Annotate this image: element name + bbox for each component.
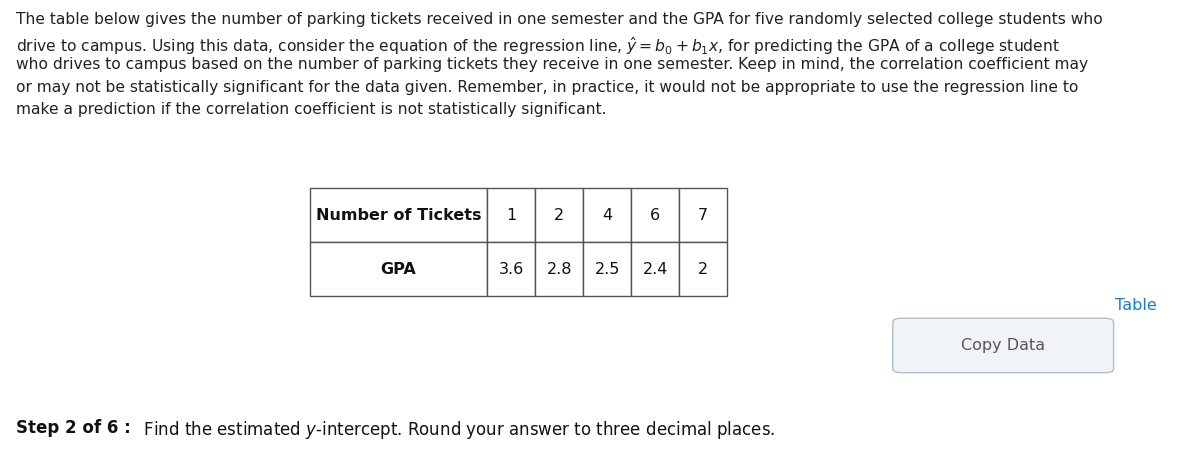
- Text: Table: Table: [1115, 298, 1157, 313]
- Text: Copy Data: Copy Data: [961, 338, 1045, 353]
- Text: 6: 6: [650, 208, 660, 222]
- Bar: [631, 188, 679, 242]
- Bar: [535, 188, 583, 242]
- Bar: [487, 188, 535, 242]
- Text: Step 2 of 6 :: Step 2 of 6 :: [16, 419, 131, 437]
- Text: 2: 2: [698, 262, 708, 276]
- Bar: [310, 242, 487, 296]
- Text: make a prediction if the correlation coefficient is not statistically significan: make a prediction if the correlation coe…: [16, 102, 606, 118]
- Bar: [679, 242, 727, 296]
- Text: who drives to campus based on the number of parking tickets they receive in one : who drives to campus based on the number…: [16, 57, 1087, 72]
- Bar: [631, 242, 679, 296]
- Text: 3.6: 3.6: [498, 262, 524, 276]
- Text: 2.5: 2.5: [594, 262, 620, 276]
- Text: 2.8: 2.8: [546, 262, 572, 276]
- Text: 4: 4: [602, 208, 612, 222]
- Bar: [583, 242, 631, 296]
- Text: The table below gives the number of parking tickets received in one semester and: The table below gives the number of park…: [16, 12, 1103, 27]
- Text: 2.4: 2.4: [642, 262, 668, 276]
- Text: Find the estimated $y$-intercept. Round your answer to three decimal places.: Find the estimated $y$-intercept. Round …: [133, 419, 775, 441]
- Text: 1: 1: [506, 208, 516, 222]
- Text: 2: 2: [554, 208, 564, 222]
- Bar: [679, 188, 727, 242]
- Text: 7: 7: [698, 208, 708, 222]
- Text: drive to campus. Using this data, consider the equation of the regression line, : drive to campus. Using this data, consid…: [16, 35, 1060, 57]
- Bar: [535, 242, 583, 296]
- Bar: [310, 188, 487, 242]
- Bar: [583, 188, 631, 242]
- Text: Number of Tickets: Number of Tickets: [316, 208, 481, 222]
- FancyBboxPatch shape: [893, 318, 1114, 373]
- Text: GPA: GPA: [380, 262, 416, 276]
- Text: or may not be statistically significant for the data given. Remember, in practic: or may not be statistically significant …: [16, 80, 1078, 95]
- Bar: [487, 242, 535, 296]
